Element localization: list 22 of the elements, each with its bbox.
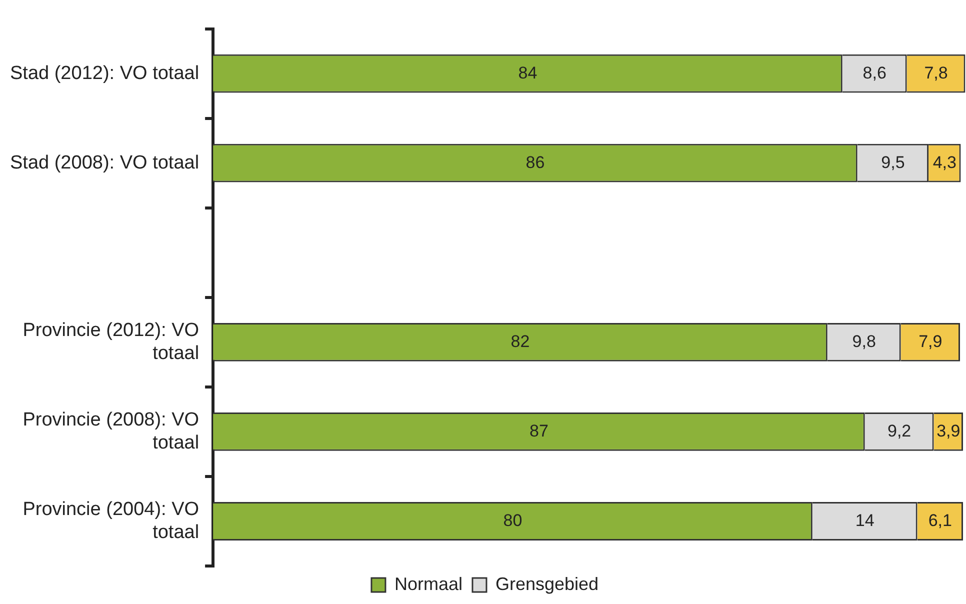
data-label: 3,9 [936,421,960,440]
data-label: 82 [510,332,530,351]
y-tick-label: Provincie (2012): VO totaal [22,320,200,364]
data-label: 14 [855,510,874,530]
y-tick-label: Stad (2012): VO totaal [10,62,200,84]
y-tick-label: Stad (2008): VO totaal [10,152,200,174]
data-label: 7,9 [918,332,942,351]
legend-label: Grensgebied [495,574,599,594]
data-label: 9,8 [852,332,876,351]
data-label: 9,2 [888,421,912,440]
data-label: 86 [526,152,545,172]
data-label: 84 [518,63,538,82]
data-label: 7,8 [924,63,948,82]
data-label: 87 [529,421,548,440]
data-label: 80 [503,510,522,530]
data-label: 8,6 [862,63,886,82]
y-tick-label: Provincie (2008): VO totaal [22,410,200,454]
data-label: 4,3 [932,152,956,172]
data-label: 9,5 [881,152,905,172]
legend-label: Normaal [394,574,462,594]
data-label: 6,1 [928,510,952,530]
y-tick-label: Provincie (2004): VO totaal [22,499,200,543]
